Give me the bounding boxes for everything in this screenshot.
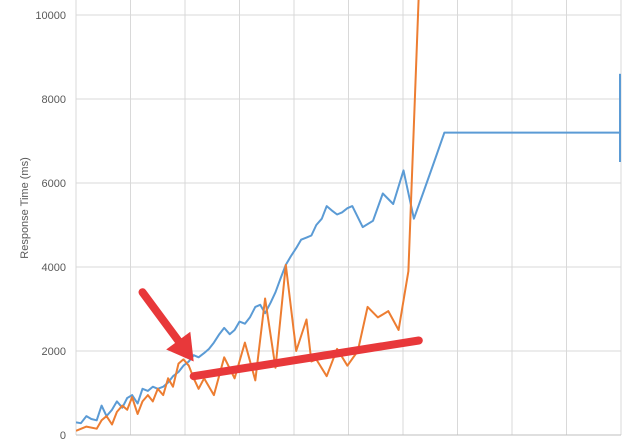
y-tick-label: 8000 <box>42 94 66 106</box>
annotation-arrow-head <box>166 331 194 362</box>
y-tick-label: 10000 <box>35 10 66 22</box>
annotation-layer <box>138 288 423 381</box>
y-axis-title: Response Time (ms) <box>19 157 31 258</box>
grid-layer <box>75 0 622 436</box>
series-line-1 <box>76 131 621 425</box>
annotation-trend-line <box>189 336 423 381</box>
y-tick-label: 0 <box>60 430 66 442</box>
y-tick-label: 6000 <box>42 178 66 190</box>
y-tick-label: 4000 <box>42 262 66 274</box>
annotation-arrow-shaft <box>138 288 183 345</box>
series-layer <box>76 0 621 432</box>
axis-layer: 0 2000 4000 6000 8000 10000 <box>35 10 621 442</box>
series-line-2 <box>76 0 420 432</box>
y-tick-label: 2000 <box>42 346 66 358</box>
